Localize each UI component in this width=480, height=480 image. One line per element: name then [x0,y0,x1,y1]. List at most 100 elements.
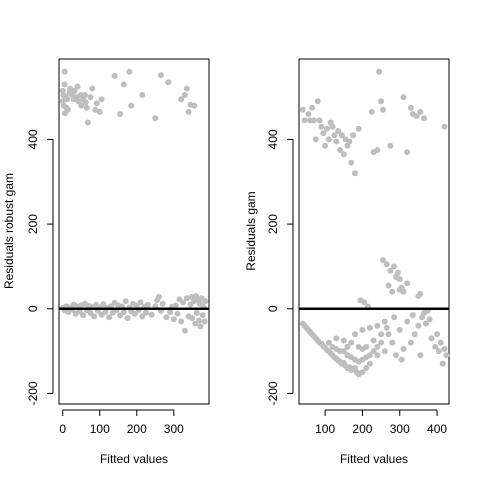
data-point [340,337,347,344]
data-point [87,94,94,101]
data-point [422,320,429,327]
left-x-axis: 0 100 200 300 [59,409,184,436]
data-point [139,92,146,98]
data-point [378,98,385,105]
data-point [396,326,403,333]
data-point [359,326,366,333]
data-point [159,300,166,307]
data-point [178,318,185,325]
x-tick-label: 200 [352,422,372,436]
y-tick-label: 400 [266,129,280,149]
data-point [417,290,424,297]
data-point [180,299,187,306]
data-point [309,104,316,111]
data-point [417,108,424,115]
data-point [435,348,442,355]
data-point [350,132,357,139]
left-x-axis-label: Fitted values [100,452,168,466]
data-point [100,301,107,308]
data-point [426,316,433,323]
data-point [305,111,312,117]
data-point [381,348,388,355]
data-point [434,331,441,338]
data-point [167,309,174,316]
data-point [310,117,317,124]
data-point [78,102,85,109]
data-point [148,311,155,318]
x-tick-label: 300 [164,422,184,436]
data-point [400,346,407,352]
y-tick-label: -200 [266,381,280,405]
data-point [178,96,185,103]
data-point [318,123,325,130]
x-tick-label: 400 [427,422,447,436]
x-tick-label: 300 [390,422,410,436]
data-point [156,293,162,300]
left-y-axis-label: Residuals robust gam [2,173,16,289]
data-point [81,92,88,98]
data-point [320,130,327,137]
data-point [428,335,435,342]
data-point [359,369,366,376]
right-plot-frame [298,58,450,405]
data-point [374,343,381,350]
data-point [335,128,342,134]
data-point [378,331,385,338]
data-point [376,68,383,75]
data-point [407,339,414,346]
data-point [352,331,358,338]
data-point [396,276,403,283]
data-point [181,92,188,98]
data-point [71,87,78,94]
y-tick-label: 200 [266,214,280,234]
data-point [387,142,394,149]
data-point [314,98,321,105]
data-point [84,119,91,126]
left-panel-robust-gam: 0 100 200 300 -200 0 200 400 Fitted values Res… [2,58,210,466]
data-point [143,309,149,316]
data-point [366,324,373,331]
data-point [165,79,172,86]
data-point [383,324,390,331]
left-y-axis: -200 0 200 400 [26,129,54,405]
data-point [201,318,208,325]
data-point [374,352,381,359]
right-y-axis-label: Residuals gam [244,191,258,270]
data-point [352,170,358,177]
data-point [368,108,375,115]
data-point [363,365,370,371]
data-point [331,132,338,139]
data-point [366,360,373,367]
y-tick-label: 0 [26,305,40,312]
data-point [370,337,377,344]
data-point [325,339,332,346]
right-points-layer [299,68,450,378]
x-tick-label: 0 [59,422,66,436]
data-point [417,352,424,359]
data-point [183,85,190,92]
data-point [183,295,190,302]
data-point [443,352,450,359]
data-point [380,257,386,264]
data-point [202,298,209,305]
data-point [322,142,329,149]
y-tick-label: -200 [26,381,40,405]
data-point [413,113,420,120]
data-point [389,339,396,346]
data-point [355,125,362,132]
data-point [98,96,105,103]
right-x-axis: 100 200 300 400 [315,409,447,436]
right-x-axis-label: Fitted values [340,452,408,466]
data-point [137,299,144,306]
data-point [172,302,179,309]
left-points-layer [59,68,209,334]
data-point [344,343,351,350]
data-point [338,132,345,139]
data-point [157,72,164,79]
right-y-axis: -200 0 200 400 [266,129,294,405]
data-point [415,322,422,329]
data-point [393,352,399,359]
data-point [126,68,133,75]
data-point [181,327,188,334]
data-point [106,314,112,321]
